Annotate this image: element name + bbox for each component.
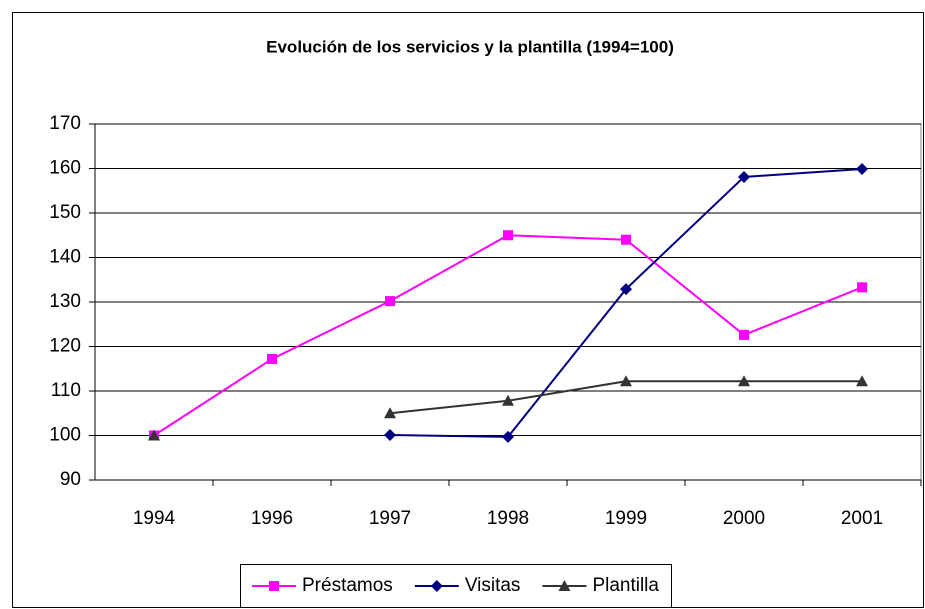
- legend-label: Préstamos: [302, 575, 393, 596]
- marker: [856, 375, 868, 387]
- marker: [739, 329, 749, 340]
- marker: [856, 162, 868, 175]
- y-tick-label: 90: [60, 469, 81, 490]
- x-tick-label: 1994: [133, 508, 176, 529]
- marker: [385, 296, 395, 307]
- x-tick-label: 1998: [487, 508, 529, 529]
- y-tick-label: 150: [49, 202, 81, 223]
- marker: [384, 429, 396, 442]
- legend-label: Visitas: [465, 575, 521, 596]
- y-tick-label: 170: [49, 113, 81, 134]
- marker: [620, 375, 632, 387]
- x-tick-label: 1996: [251, 508, 293, 529]
- marker: [620, 283, 632, 296]
- y-tick-label: 110: [51, 380, 81, 401]
- y-tick-label: 140: [49, 247, 81, 268]
- chart-title: Evolución de los servicios y la plantill…: [266, 37, 674, 56]
- legend: Préstamos Visitas Plantilla: [240, 564, 672, 608]
- marker: [857, 282, 867, 293]
- marker: [384, 407, 396, 419]
- x-tick-label: 2001: [841, 508, 883, 529]
- marker: [502, 394, 514, 406]
- marker: [267, 353, 277, 364]
- marker: [558, 580, 571, 591]
- marker: [148, 429, 160, 441]
- marker: [503, 230, 513, 241]
- x-tick-label: 2000: [723, 508, 765, 529]
- marker: [269, 581, 279, 591]
- y-tick-label: 160: [49, 158, 81, 179]
- marker: [430, 580, 443, 592]
- legend-label: Plantilla: [592, 575, 659, 596]
- marker: [738, 375, 750, 387]
- y-tick-label: 130: [49, 291, 81, 312]
- x-tick-label: 1997: [369, 508, 411, 529]
- y-tick-label: 120: [49, 336, 81, 357]
- marker: [621, 234, 631, 245]
- y-tick-label: 100: [49, 425, 81, 446]
- x-tick-label: 1999: [605, 508, 647, 529]
- marker: [502, 430, 514, 443]
- marker: [738, 170, 750, 183]
